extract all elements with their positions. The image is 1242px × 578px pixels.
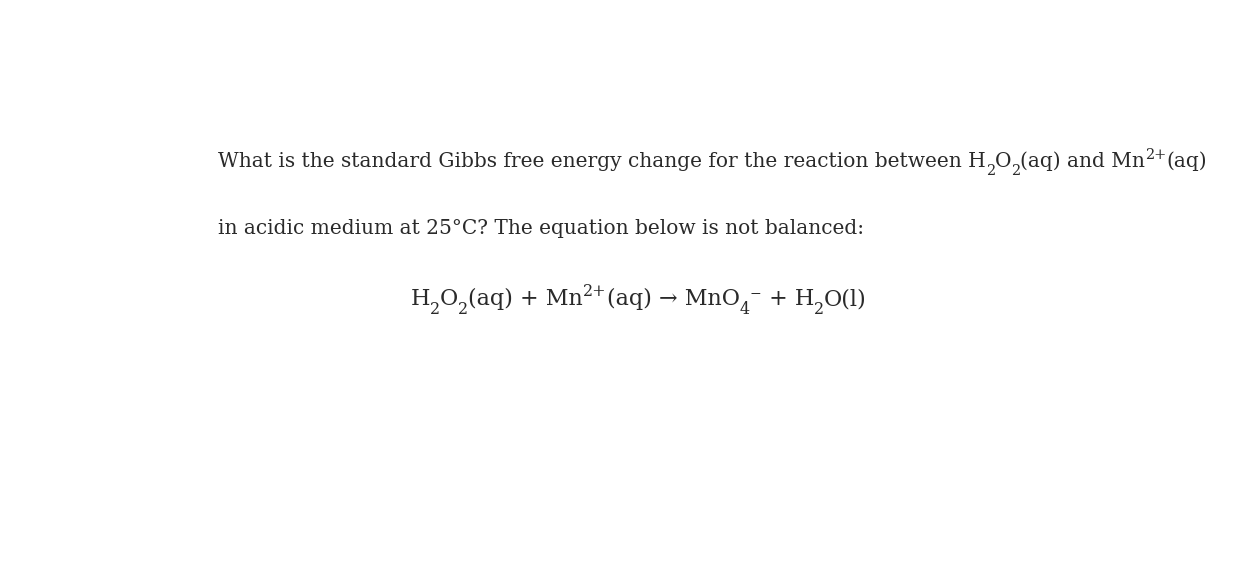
Text: 2+: 2+ <box>1145 147 1166 162</box>
Text: 2: 2 <box>458 301 468 318</box>
Text: (aq) + Mn: (aq) + Mn <box>468 288 582 310</box>
Text: (aq) → MnO: (aq) → MnO <box>606 288 740 310</box>
Text: in acidic medium at 25°C? The equation below is not balanced:: in acidic medium at 25°C? The equation b… <box>217 219 864 238</box>
Text: 2: 2 <box>986 164 995 178</box>
Text: 2: 2 <box>1011 164 1021 178</box>
Text: 2: 2 <box>430 301 440 318</box>
Text: + H: + H <box>761 288 814 310</box>
Text: H: H <box>410 288 430 310</box>
Text: ⁻: ⁻ <box>750 288 761 310</box>
Text: 2: 2 <box>814 301 825 318</box>
Text: O: O <box>440 288 458 310</box>
Text: 2+: 2+ <box>582 283 606 299</box>
Text: (aq): (aq) <box>1166 151 1207 171</box>
Text: O: O <box>995 152 1011 171</box>
Text: 4: 4 <box>740 301 750 318</box>
Text: What is the standard Gibbs free energy change for the reaction between H: What is the standard Gibbs free energy c… <box>217 152 986 171</box>
Text: O(l): O(l) <box>825 288 867 310</box>
Text: (aq) and Mn: (aq) and Mn <box>1021 151 1145 171</box>
